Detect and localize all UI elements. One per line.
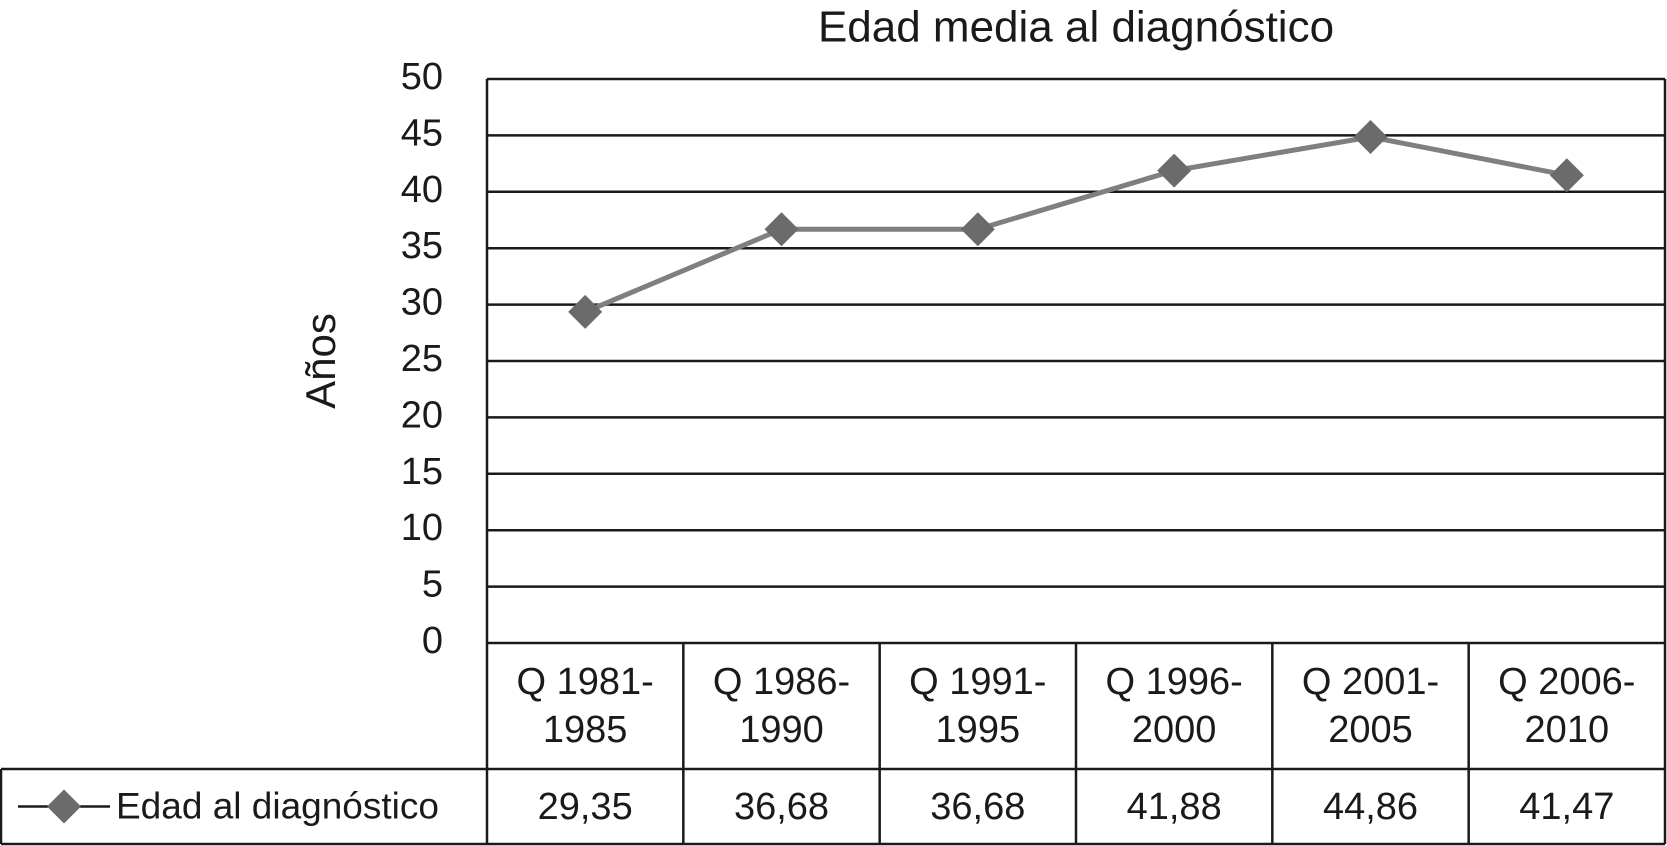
x-tick-label: Q 1996-2000 — [1105, 661, 1243, 751]
legend-marker — [47, 789, 81, 824]
y-tick-label: 30 — [401, 282, 443, 324]
y-tick-label: 5 — [422, 564, 443, 606]
y-tick-label: 40 — [401, 169, 443, 211]
marker — [1157, 153, 1192, 188]
y-tick-label: 50 — [401, 56, 443, 98]
value-label: 44,86 — [1322, 785, 1419, 828]
y-tick-label: 45 — [401, 112, 443, 154]
marker — [1549, 158, 1584, 193]
x-tick-label: Q 1986-1990 — [712, 661, 851, 751]
value-label: 36,68 — [930, 785, 1026, 828]
x-tick-label: Q 2001-2005 — [1301, 661, 1440, 751]
marker — [568, 294, 603, 329]
y-tick-label: 10 — [401, 507, 443, 549]
marker — [1353, 119, 1388, 154]
y-axis-title: Años — [297, 313, 344, 409]
value-label: 41,47 — [1519, 785, 1615, 828]
y-tick-label: 0 — [422, 620, 443, 662]
value-label: 29,35 — [537, 785, 633, 828]
series-line — [584, 134, 1568, 315]
y-tick-label: 35 — [401, 225, 443, 267]
y-tick-label: 25 — [401, 338, 443, 380]
y-tick-label: 20 — [401, 394, 443, 436]
marker — [764, 212, 799, 247]
legend-label: Edad al diagnóstico — [116, 785, 439, 826]
chart-title: Edad media al diagnóstico — [818, 3, 1334, 52]
marker — [960, 212, 995, 247]
x-tick-label: Q 2006-2010 — [1498, 661, 1636, 751]
value-label: 41,88 — [1126, 785, 1222, 828]
value-label: 36,68 — [733, 785, 830, 828]
x-tick-label: Q 1991-1995 — [909, 661, 1047, 751]
y-tick-label: 15 — [401, 451, 443, 493]
x-tick-label: Q 1981-1985 — [516, 661, 654, 751]
